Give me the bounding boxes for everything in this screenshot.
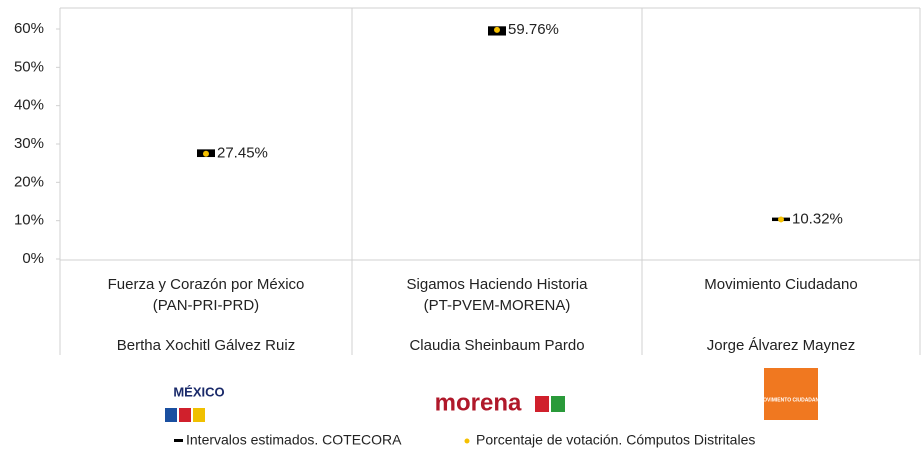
- logo-frente: [165, 408, 205, 422]
- legend-label: Intervalos estimados. COTECORA: [186, 432, 402, 448]
- legend-swatch: [174, 439, 183, 442]
- category-label: Fuerza y Corazón por México: [108, 276, 305, 293]
- y-tick-label: 40%: [14, 97, 44, 114]
- logo-text: morena: [435, 389, 522, 416]
- category-label: Movimiento Ciudadano: [704, 276, 857, 293]
- candidate-label: Jorge Álvarez Maynez: [707, 337, 855, 354]
- point: [203, 150, 209, 157]
- point: [494, 26, 500, 33]
- y-tick-label: 0%: [22, 250, 44, 267]
- value-label: 10.32%: [792, 210, 843, 227]
- y-tick-label: 60%: [14, 20, 44, 37]
- category-label: Sigamos Haciendo Historia: [407, 276, 589, 293]
- point: [778, 216, 784, 223]
- logo-text: MÉXICO: [173, 384, 224, 399]
- candidate-label: Bertha Xochitl Gálvez Ruiz: [117, 337, 295, 354]
- logo-text: MOVIMIENTO CIUDADANO: [759, 397, 823, 403]
- value-label: 59.76%: [508, 21, 559, 38]
- y-tick-label: 10%: [14, 212, 44, 229]
- legend-label: Porcentaje de votación. Cómputos Distrit…: [476, 432, 755, 448]
- y-tick-label: 50%: [14, 58, 44, 75]
- candidate-label: Claudia Sheinbaum Pardo: [409, 337, 584, 354]
- y-tick-label: 30%: [14, 135, 44, 152]
- logo-morena: [535, 396, 565, 412]
- y-tick-label: 20%: [14, 173, 44, 190]
- category-label: (PAN-PRI-PRD): [153, 297, 259, 314]
- legend-swatch: [464, 438, 470, 444]
- value-label: 27.45%: [217, 145, 268, 162]
- logo-mc-box: [764, 368, 818, 420]
- frame: [59, 7, 921, 355]
- category-label: (PT-PVEM-MORENA): [424, 297, 571, 314]
